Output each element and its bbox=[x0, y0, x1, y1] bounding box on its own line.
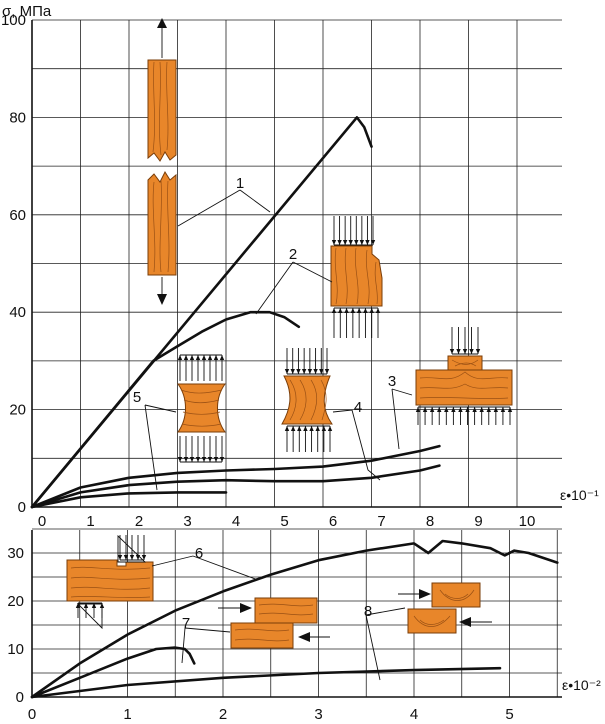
specimen-bearing-icon bbox=[415, 327, 513, 425]
top-x-axis-label: ε•10⁻¹ bbox=[560, 487, 599, 503]
specimen-compression-angle-icon bbox=[281, 348, 333, 452]
curve-top-5 bbox=[30, 491, 228, 509]
curve-annotations: 1 2 3 4 5 6 7 8 bbox=[133, 175, 396, 632]
curve-top-4 bbox=[30, 464, 441, 509]
top-y-tick-label: 100 bbox=[1, 12, 26, 29]
top-x-tick-label: 6 bbox=[329, 513, 337, 530]
top-y-tick-label: 60 bbox=[9, 207, 26, 224]
top-x-tick-label: 3 bbox=[183, 513, 191, 530]
bottom-x-tick-label: 2 bbox=[219, 706, 227, 723]
bottom-x-axis-label: ε•10⁻² bbox=[562, 677, 601, 693]
annotation-leaders bbox=[144, 189, 413, 681]
curve-top-3 bbox=[30, 444, 441, 509]
specimen-shear-icon bbox=[66, 534, 154, 630]
bottom-x-tick-label: 4 bbox=[410, 706, 418, 723]
top-x-tick-label: 7 bbox=[377, 513, 385, 530]
top-x-tick-label: 5 bbox=[280, 513, 288, 530]
top-y-tick-label: 40 bbox=[9, 304, 26, 321]
bottom-y-tick-label: 20 bbox=[7, 593, 24, 610]
top-y-tick-label: 0 bbox=[18, 499, 26, 516]
bottom-x-tick-label: 5 bbox=[505, 706, 513, 723]
curve-top-1 bbox=[30, 116, 373, 509]
specimen-tension-icon bbox=[147, 18, 177, 305]
bottom-x-tick-label: 0 bbox=[28, 706, 36, 723]
top-x-tick-label: 9 bbox=[474, 513, 482, 530]
top-y-tick-label: 80 bbox=[9, 109, 26, 126]
top-x-tick-label: 10 bbox=[519, 513, 536, 530]
annotation-label-3: 3 bbox=[388, 373, 396, 390]
curve-bottom-7 bbox=[30, 646, 196, 699]
annotation-label-1: 1 bbox=[236, 175, 244, 192]
annotation-label-4: 4 bbox=[354, 399, 362, 416]
annotation-label-7: 7 bbox=[182, 615, 190, 632]
curve-top-2 bbox=[30, 310, 301, 509]
chart-curves bbox=[30, 116, 559, 699]
curve-bottom-8 bbox=[30, 666, 502, 699]
annotation-label-5: 5 bbox=[133, 389, 141, 406]
annotation-label-6: 6 bbox=[195, 545, 203, 562]
top-x-tick-label: 0 bbox=[38, 513, 46, 530]
top-y-axis-label: σ, МПа bbox=[2, 3, 52, 20]
bottom-y-tick-label: 30 bbox=[7, 545, 24, 562]
curve-bottom-6 bbox=[30, 539, 559, 699]
top-x-tick-label: 2 bbox=[135, 513, 143, 530]
top-x-tick-label: 4 bbox=[232, 513, 240, 530]
top-x-tick-label: 1 bbox=[86, 513, 94, 530]
specimen-compression-across-icon bbox=[177, 354, 226, 463]
specimen-shear-blocks-icon bbox=[218, 597, 330, 649]
top-y-tick-label: 20 bbox=[9, 402, 26, 419]
bottom-y-tick-label: 0 bbox=[16, 689, 24, 706]
specimen-compression-along-icon bbox=[330, 216, 383, 338]
bottom-x-tick-label: 1 bbox=[123, 706, 131, 723]
annotation-label-8: 8 bbox=[364, 603, 372, 620]
top-x-tick-label: 8 bbox=[426, 513, 434, 530]
top-chart-grid bbox=[31, 19, 562, 508]
bottom-y-tick-label: 10 bbox=[7, 641, 24, 658]
annotation-label-2: 2 bbox=[289, 246, 297, 263]
specimen-shear-across-icon bbox=[398, 582, 492, 634]
bottom-x-tick-label: 3 bbox=[314, 706, 322, 723]
